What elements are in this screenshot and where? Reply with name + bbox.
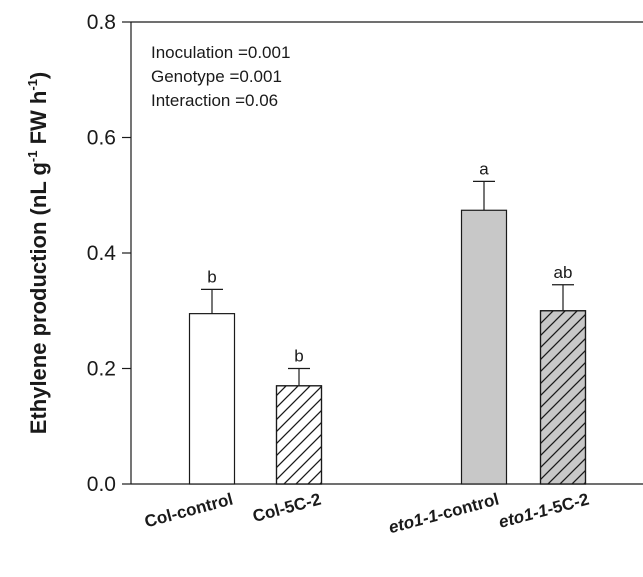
category-label: eto1-1-control	[387, 490, 501, 538]
significance-label: b	[294, 347, 303, 366]
significance-label: a	[479, 159, 489, 178]
bar	[460, 209, 508, 485]
category-label-part: Col-5C-2	[251, 490, 323, 526]
y-tick-label: 0.8	[87, 11, 116, 34]
stats-line: Interaction =0.06	[151, 91, 278, 110]
y-axis-title-superscript: -1	[25, 151, 40, 163]
y-tick-label: 0.4	[87, 242, 117, 265]
y-axis-title-part: )	[26, 72, 51, 79]
stats-line: Genotype =0.001	[151, 67, 282, 86]
category-label-part: eto1-1	[387, 506, 440, 537]
stats-line: Inoculation =0.001	[151, 43, 290, 62]
significance-label: ab	[554, 263, 573, 282]
y-tick-label: 0.2	[87, 358, 116, 381]
bars: b b a ab	[188, 159, 587, 485]
category-label: eto1-1-5C-2	[497, 490, 591, 532]
stats-annotation: Inoculation =0.001 Genotype =0.001 Interac…	[151, 43, 290, 110]
category-label: Col-5C-2	[251, 490, 323, 526]
category-label-part: eto1-1	[497, 501, 550, 532]
y-axis-title-part: FW h	[26, 91, 51, 151]
y-tick-label: 0.0	[87, 473, 116, 496]
category-label: Col-control	[143, 490, 235, 532]
y-axis-title-part: Ethylene production (nL g	[26, 162, 51, 434]
y-axis-title-superscript: -1	[25, 79, 40, 91]
significance-label: b	[207, 267, 216, 286]
bar	[188, 313, 236, 485]
y-tick-label: 0.6	[87, 127, 116, 150]
category-label-part: -control	[435, 490, 501, 525]
bar-hatch	[275, 385, 323, 485]
y-axis-title: Ethylene production (nL g-1 FW h-1)	[25, 72, 51, 434]
bar-hatch	[539, 310, 587, 485]
category-label-part: Col-control	[143, 490, 235, 532]
category-label-part: -5C-2	[545, 490, 591, 519]
category-labels: Col-control Col-5C-2 eto1-1-controleto1-1-…	[143, 490, 591, 538]
